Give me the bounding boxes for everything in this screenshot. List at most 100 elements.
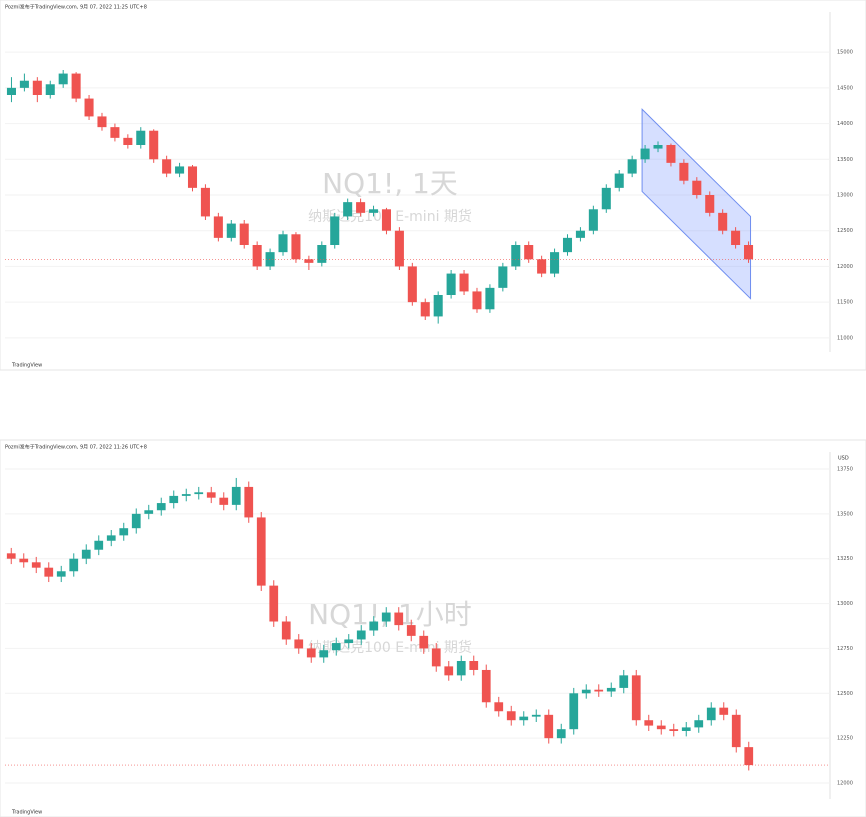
- panel: [0, 439, 866, 817]
- candle-body: [594, 689, 604, 692]
- candle-body: [69, 558, 79, 572]
- candle-body: [200, 187, 210, 217]
- candle-body: [319, 650, 329, 658]
- candle-body: [506, 711, 516, 721]
- candle-body: [136, 130, 146, 145]
- candle-body: [601, 187, 611, 210]
- candle-body: [669, 729, 679, 731]
- candle-body: [291, 234, 301, 260]
- candle-body: [640, 148, 650, 160]
- candle-body: [156, 503, 166, 511]
- candle-body: [317, 245, 327, 263]
- candle-body: [71, 73, 81, 99]
- brand: TradingView: [11, 810, 42, 816]
- watermark: NQ1!, 1天: [322, 167, 458, 200]
- candle-body: [330, 216, 340, 245]
- candle-body: [644, 720, 654, 726]
- y-tick-label: 11500: [837, 300, 853, 306]
- candle-body: [84, 98, 94, 117]
- candle-body: [19, 80, 29, 88]
- candle-body: [44, 567, 54, 577]
- candle-body: [110, 127, 120, 138]
- candle-body: [56, 571, 66, 577]
- candle-body: [213, 216, 223, 238]
- candle-body: [45, 84, 55, 95]
- candle-body: [6, 87, 16, 95]
- candle-body: [419, 635, 429, 649]
- candle-body: [627, 159, 637, 174]
- candle-body: [446, 273, 456, 295]
- candle-body: [656, 725, 666, 730]
- candle-body: [407, 266, 417, 303]
- candle-body: [406, 625, 416, 636]
- candle-body: [281, 621, 291, 640]
- candle-body: [433, 295, 443, 317]
- candle-body: [256, 517, 266, 586]
- candle-body: [226, 223, 236, 238]
- candle-body: [531, 714, 541, 717]
- candle-body: [694, 720, 704, 728]
- candle-body: [719, 707, 729, 715]
- candle-body: [653, 145, 663, 149]
- candle-body: [744, 747, 754, 766]
- candle-body: [472, 291, 482, 310]
- candle-body: [162, 159, 172, 174]
- candle-body: [631, 675, 641, 721]
- y-tick-label: 12500: [837, 228, 853, 234]
- y-tick-label: 12000: [837, 264, 853, 270]
- y-tick-label: 11000: [837, 335, 853, 341]
- candle-body: [81, 549, 91, 559]
- candle-body: [369, 209, 379, 213]
- candle-body: [394, 612, 404, 626]
- candle-body: [666, 145, 676, 163]
- panel: [0, 0, 866, 371]
- candle-body: [194, 492, 204, 495]
- candle-body: [459, 273, 469, 292]
- candle-body: [369, 621, 379, 631]
- candle-body: [705, 195, 715, 213]
- candle-body: [306, 648, 316, 658]
- candle-body: [744, 245, 754, 260]
- candle-body: [575, 230, 585, 238]
- candle-body: [219, 497, 229, 505]
- candle-body: [481, 669, 491, 703]
- candle-body: [32, 80, 42, 95]
- candle-body: [619, 675, 629, 688]
- candle-body: [614, 173, 624, 188]
- candle-body: [58, 73, 68, 85]
- candle-body: [123, 137, 133, 145]
- candle-body: [6, 553, 16, 559]
- candle-body: [469, 660, 479, 670]
- y-tick-label: 12000: [837, 781, 853, 787]
- candle-body: [94, 540, 104, 550]
- candle-body: [244, 486, 254, 518]
- candle-body: [265, 252, 275, 267]
- candle-body: [381, 612, 391, 622]
- y-tick-label: 13500: [837, 157, 853, 163]
- candle-body: [706, 707, 716, 721]
- candle-body: [511, 245, 521, 267]
- candle-body: [144, 510, 154, 514]
- y-tick-label: 13000: [837, 193, 853, 199]
- candle-body: [456, 660, 466, 676]
- candle-body: [149, 130, 159, 160]
- header: Pozmi发布于TradingView.com, 9月 07, 2022 11:…: [5, 444, 147, 451]
- y-tick-label: 15000: [837, 50, 853, 56]
- candle-body: [519, 716, 529, 721]
- candle-body: [537, 259, 547, 274]
- candle-body: [569, 693, 579, 730]
- candle-body: [420, 302, 430, 317]
- candle-body: [444, 666, 454, 676]
- candle-body: [544, 714, 554, 739]
- candle-body: [119, 528, 129, 536]
- candle-body: [206, 492, 216, 498]
- candle-body: [252, 245, 262, 267]
- y-tick-label: 13250: [837, 556, 853, 562]
- candle-body: [550, 252, 560, 274]
- candle-body: [181, 494, 191, 496]
- brand: TradingView: [11, 363, 42, 369]
- y-tick-label: 13750: [837, 466, 853, 472]
- candle-body: [97, 116, 107, 128]
- candle-body: [239, 223, 249, 245]
- y-tick-label: 12750: [837, 646, 853, 652]
